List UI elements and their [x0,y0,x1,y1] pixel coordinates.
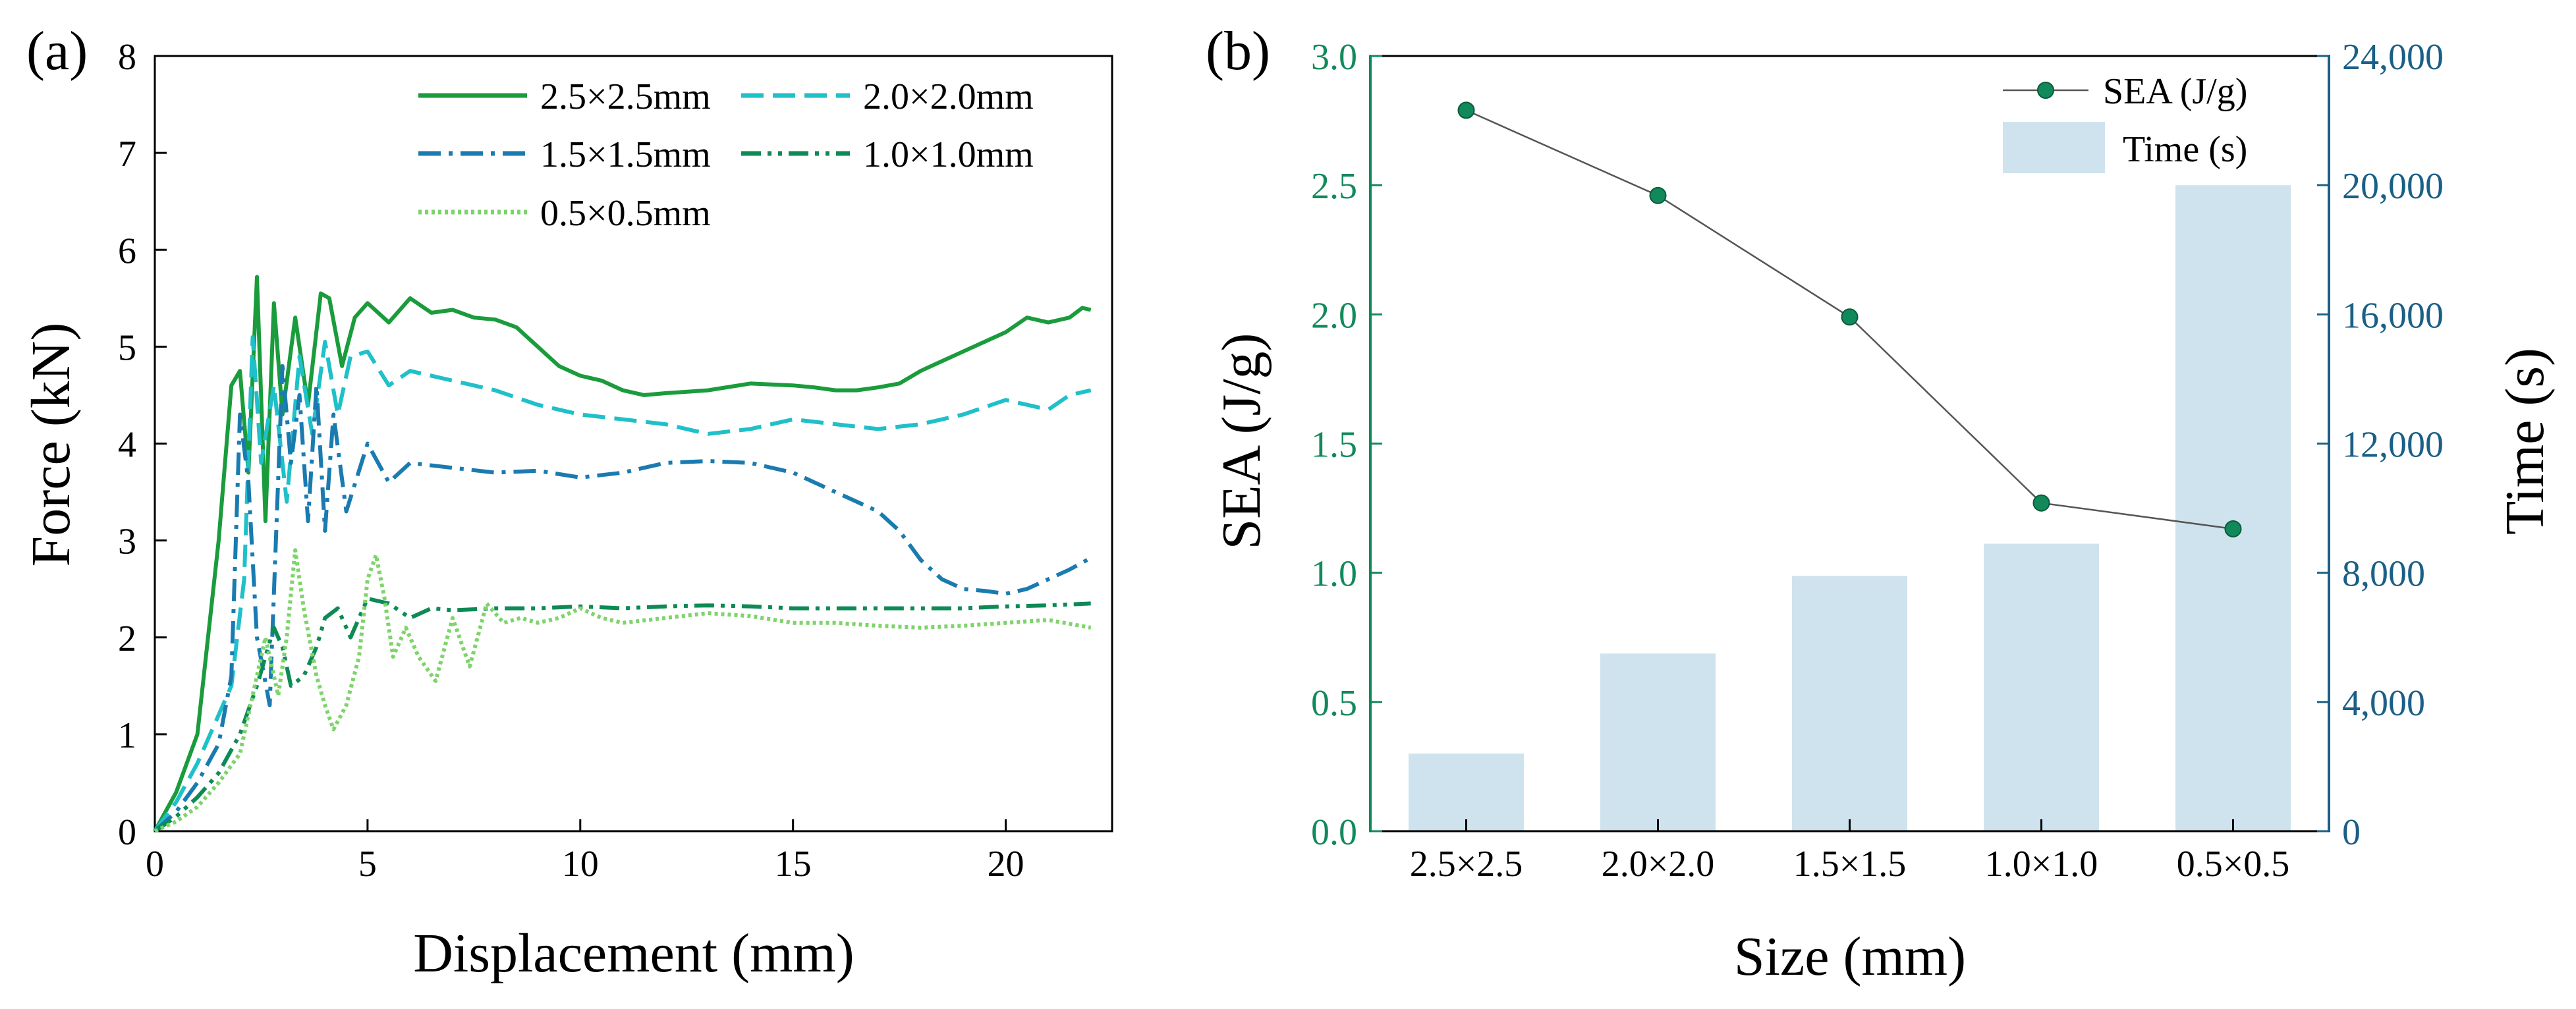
panel-b-left-y-axis-label: SEA (J/g) [1211,333,1272,549]
panel-a-x-tick-label: 5 [358,844,377,885]
panel-a-y-tick-label: 5 [118,327,136,368]
panel-b-right-y-tick-label: 12,000 [2342,425,2444,466]
panel-b-right-y-axis-label: Time (s) [2494,348,2556,535]
panel-b-legend-label: Time (s) [2123,129,2247,170]
panel-b-right-y-tick-label: 20,000 [2342,166,2444,207]
panel-a-y-tick-label: 7 [118,134,136,175]
panel-b-x-tick-label: 2.5×2.5 [1410,844,1523,885]
panel-a-legend-label: 0.5×0.5mm [540,193,711,234]
panel-b-sea-marker [1457,101,1475,119]
panel-b-left-y-tick-label: 2.5 [1311,166,1357,207]
panel-a-force-displacement-chart: (a) 0 5 10 15 20 0 1 2 3 4 5 6 7 8 2.5×2.5mm 2.0×2.0mm… [20,20,1113,984]
panel-a-series-line [154,596,1091,833]
panel-b-sea-marker [1841,308,1859,326]
panel-b-left-y-tick-label: 0.5 [1311,683,1357,724]
panel-a-axes: 0 5 10 15 20 0 1 2 3 4 5 6 7 8 [118,37,1113,885]
panel-b-sea-line [1457,101,2242,537]
panel-b-right-y-tick-label: 8,000 [2342,554,2425,595]
panel-a-y-axis-label: Force (kN) [20,323,82,567]
panel-b-right-y-tick-label: 24,000 [2342,37,2444,78]
panel-a-x-tick-label: 0 [146,844,164,885]
panel-b-left-y-tick-label: 1.0 [1311,554,1357,595]
panel-b-x-tick-label: 2.0×2.0 [1602,844,1715,885]
panel-b-time-bar [1409,753,1524,831]
panel-b-legend-bar-swatch [2003,122,2105,173]
panel-b-time-bar [1984,543,2099,831]
panel-b-left-y-tick-label: 3.0 [1311,37,1357,78]
panel-a-series-lines [153,275,1092,833]
panel-b-time-bar [1600,653,1716,831]
panel-b-time-bar [1792,576,1907,831]
panel-b-left-y-tick-label: 0.0 [1311,812,1357,853]
panel-a-y-tick-label: 1 [118,715,136,756]
panel-b-sea-marker [2224,520,2242,537]
panel-b-x-axis-label: Size (mm) [1734,926,1966,987]
panel-a-x-tick-label: 20 [988,844,1024,885]
panel-a-y-tick-label: 6 [118,231,136,271]
panel-b-axes: 0.0 0.5 1.0 1.5 2.0 2.5 3.0 0 4,000 8,000 12,000 16… [1311,37,2444,885]
panel-a-series-line [153,335,1092,832]
panel-b-legend: SEA (J/g) Time (s) [2003,71,2247,173]
panel-a-x-axis-label: Displacement (mm) [413,923,854,984]
panel-a-series-line [153,275,1092,832]
panel-a-y-tick-label: 8 [118,37,136,78]
panel-a-y-tick-label: 4 [118,425,136,466]
panel-b-right-y-tick-label: 0 [2342,812,2361,853]
panel-b-x-tick-label: 1.0×1.0 [1985,844,2098,885]
panel-a-x-tick-label: 10 [562,844,599,885]
panel-a-series-line [153,364,1092,833]
panel-b-sea-marker [1649,186,1667,204]
panel-b-legend-marker-swatch [2037,82,2054,99]
panel-a-series-line [154,548,1092,833]
panel-a-label: (a) [26,20,88,82]
panel-b-label: (b) [1206,20,1270,82]
panel-a-legend: 2.5×2.5mm 2.0×2.0mm 1.5×1.5mm 1.0×1.0mm 0.5×… [418,76,1034,234]
panel-a-legend-label: 2.0×2.0mm [863,76,1034,117]
panel-a-y-tick-label: 3 [118,522,136,562]
panel-b-time-bar [2175,185,2291,832]
panel-a-legend-label: 1.0×1.0mm [863,134,1034,175]
panel-b-legend-label: SEA (J/g) [2103,71,2247,112]
panel-a-y-tick-label: 0 [118,812,136,853]
panel-b-sea-marker [2032,494,2050,512]
panel-b-left-y-tick-label: 2.0 [1311,295,1357,336]
panel-a-y-tick-label: 2 [118,618,136,659]
panel-a-legend-label: 1.5×1.5mm [540,134,711,175]
panel-b-right-y-tick-label: 16,000 [2342,295,2444,336]
panel-b-sea-time-chart: (b) 0.0 0.5 1.0 1.5 2.0 2.5 3.0 0 4,000 8,000 12,0… [1206,20,2556,987]
panel-a-legend-label: 2.5×2.5mm [540,76,711,117]
panel-b-left-y-tick-label: 1.5 [1311,425,1357,466]
panel-b-x-tick-label: 1.5×1.5 [1793,844,1907,885]
panel-b-right-y-tick-label: 4,000 [2342,683,2425,724]
panel-b-x-tick-label: 0.5×0.5 [2177,844,2290,885]
panel-b-time-bars [1409,185,2291,832]
panel-a-x-tick-label: 15 [775,844,812,885]
